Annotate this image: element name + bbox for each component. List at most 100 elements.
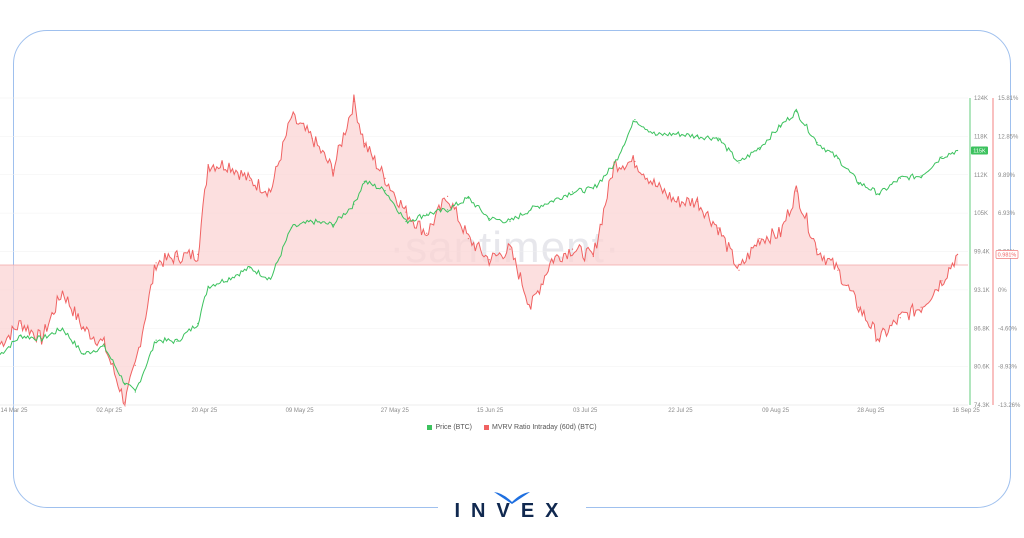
y-left-tick-label: 105K [974,211,988,217]
x-tick-label: 27 May 25 [381,408,410,414]
mvrv-point [446,195,449,197]
y-right-tick-label: 12.85% [998,134,1019,140]
mvrv-point [467,237,469,240]
mvrv-point [228,164,230,166]
x-tick-label: 15 Jun 25 [477,408,504,414]
mvrv-point [941,280,943,282]
mvrv-point [332,169,334,171]
price-point [124,382,126,384]
mvrv-point [858,306,860,308]
y-right-tick-label: 15.81% [998,96,1019,102]
price-point [717,137,719,139]
price-point [509,220,511,223]
mvrv-point [696,201,698,203]
price-point [738,162,740,164]
y-left-tick-label: 86.8K [974,326,990,332]
mvrv-point [780,232,782,234]
price-point [467,197,469,199]
grid [0,97,968,406]
price-point [956,149,959,152]
price-point [551,200,553,202]
mvrv-point [592,255,594,258]
y-left-tick-label: 74.3K [974,403,990,409]
x-tick-label: 16 Sep 25 [952,408,980,414]
mvrv-point [816,248,818,250]
price-point [332,224,334,226]
legend-swatch-mvrv [484,425,490,430]
mvrv-point [311,137,313,139]
x-tick-label: 03 Jul 25 [573,408,598,414]
mvrv-point [61,290,64,292]
mvrv-line [0,94,958,408]
price-point [837,157,839,160]
mvrv-point [270,190,272,192]
price-point [816,141,818,144]
price-point [228,277,230,279]
mvrv-point [634,160,636,163]
y-left-tick-label: 80.6K [974,365,990,371]
price-point [82,353,84,355]
y-right-tick-label: -4.60% [998,326,1018,332]
series-lines [0,94,959,408]
price-point [249,267,251,269]
y-right-tick-label: -13.26% [998,403,1021,409]
mvrv-point [249,179,251,182]
mvrv-point [197,253,199,256]
price-point [270,278,272,280]
y-right-tick-label: 6.93% [998,211,1016,217]
mvrv-point [571,248,574,250]
y-right-tick-label: 9.89% [998,173,1016,179]
price-point [176,340,178,342]
price-point [759,146,761,149]
mvrv-point [675,201,678,203]
price-point [134,391,136,393]
mvrv-point [426,232,428,234]
mvrv-point [290,116,293,118]
mvrv-point [363,142,365,145]
price-point [0,353,1,355]
x-tick-label: 14 Mar 25 [0,408,28,414]
legend-item-mvrv[interactable]: MVRV Ratio Intraday (60d) (BTC) [484,424,597,431]
mvrv-point [384,177,386,179]
price-point [858,182,860,184]
y-left-tick-label: 93.1K [974,288,990,294]
price-value-badge [971,146,988,155]
legend-label-price: Price (BTC) [435,424,473,431]
price-point [571,191,574,193]
price-point [675,133,678,135]
mvrv-point [738,269,740,271]
mvrv-point [155,262,157,264]
mvrv-point [509,248,511,250]
mvrv-point [488,259,490,261]
mvrv-value-badge [995,250,1019,259]
price-point [61,327,64,330]
mvrv-point [20,322,22,324]
price-point [634,119,636,121]
price-point [311,220,313,223]
y-left-tick-label: 124K [974,96,988,102]
x-tick-label: 28 Aug 25 [857,408,885,414]
price-value-label: 115K [973,149,986,155]
price-point [920,175,922,177]
price-point [405,220,407,223]
legend-item-price[interactable]: Price (BTC) [427,424,472,431]
mvrv-point [134,364,136,366]
price-point [446,209,449,211]
price-point [155,339,157,341]
logo-wing-icon [494,492,530,504]
mvrv-point [82,327,84,329]
mvrv-point [920,306,922,308]
mvrv-point [717,227,719,229]
brand-logo: INVEX [438,490,586,530]
x-tick-label: 09 Aug 25 [762,408,790,414]
mvrv-point [0,343,1,345]
y-left-tick-label: 112K [974,173,988,179]
mvrv-point [103,343,105,345]
mvrv-point [795,190,797,192]
mvrv-value-label: 0.981% [998,252,1017,258]
mvrv-point [878,338,881,340]
price-point [20,335,22,337]
x-tick-label: 20 Apr 25 [192,408,218,414]
price-point [197,322,199,325]
legend-label-mvrv: MVRV Ratio Intraday (60d) (BTC) [492,424,597,431]
